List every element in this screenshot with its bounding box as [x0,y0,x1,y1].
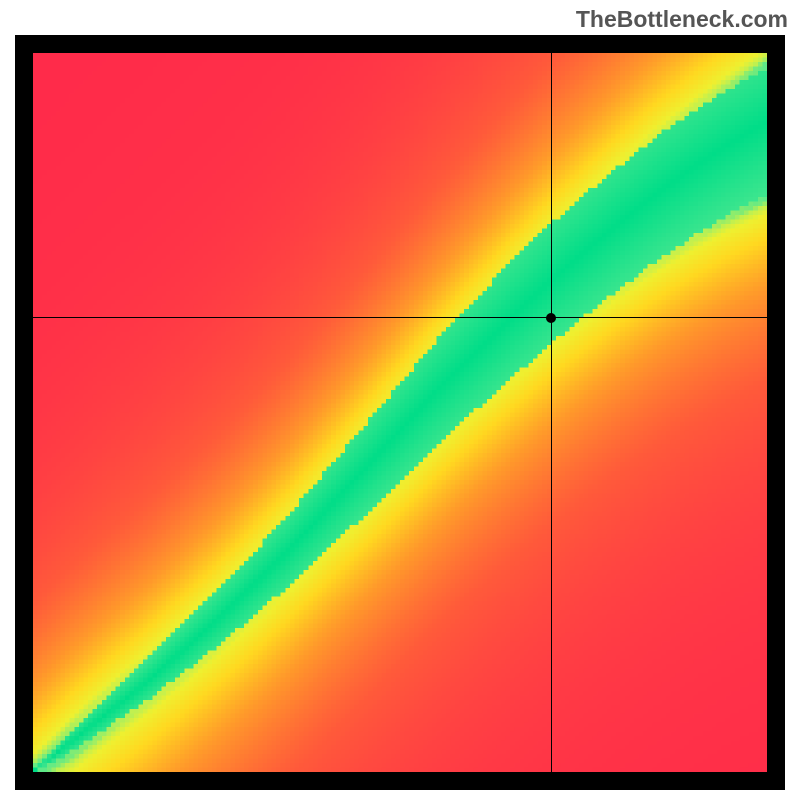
crosshair-marker [546,313,556,323]
bottleneck-heatmap [33,53,767,772]
crosshair-vertical [551,53,552,772]
crosshair-horizontal [33,317,767,318]
watermark-text: TheBottleneck.com [576,6,788,33]
chart-container: TheBottleneck.com [0,0,800,800]
